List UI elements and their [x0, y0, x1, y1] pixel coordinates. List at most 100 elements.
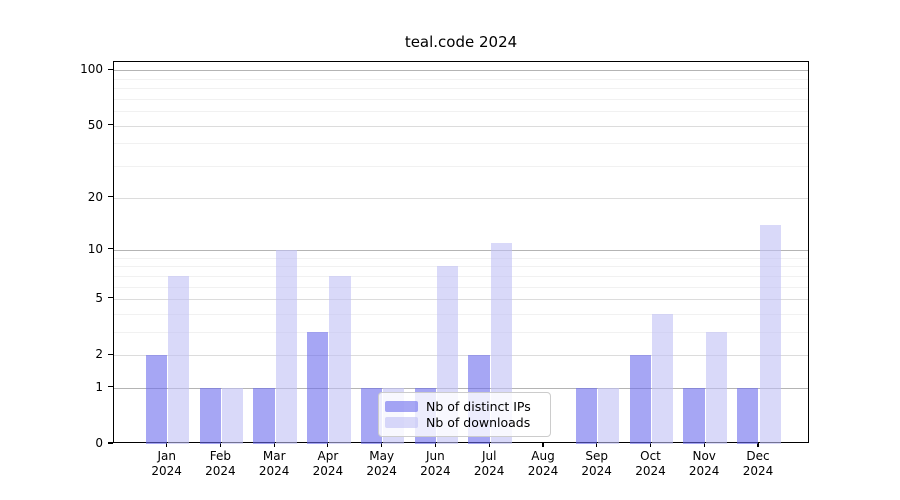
plot-area — [113, 61, 809, 444]
bar-downloads — [705, 331, 727, 444]
x-tick-label-line: Mar — [262, 449, 286, 463]
y-tick-label: 100 — [80, 62, 103, 77]
x-tick-label-line: Jul — [481, 449, 497, 463]
x-tick-label-line: 2024 — [581, 464, 612, 478]
bar-distinct-ips — [575, 387, 598, 444]
x-tick-label: Jun 2024 — [407, 449, 463, 479]
y-tick-label: 10 — [87, 241, 103, 256]
x-tick-label-line: 2024 — [151, 464, 182, 478]
x-axis-tick — [757, 443, 759, 447]
y-axis-tick — [108, 124, 113, 126]
x-tick-label-line: 2024 — [688, 464, 720, 478]
bar-distinct-ips — [737, 387, 759, 444]
x-axis-tick — [703, 443, 705, 447]
gridline-minor — [114, 88, 808, 90]
bar-downloads — [759, 224, 781, 444]
bar-distinct-ips — [360, 387, 383, 444]
chart-title: teal.code 2024 — [404, 33, 518, 51]
x-axis-tick — [649, 443, 652, 447]
gridline-minor — [114, 266, 808, 268]
x-tick-label-line: Sep — [585, 449, 608, 463]
y-axis-tick — [108, 195, 113, 198]
x-tick-label-line: 2024 — [205, 464, 236, 478]
x-axis-tick — [542, 443, 544, 447]
x-tick-label-line: May — [369, 449, 395, 463]
y-tick-label: 1 — [95, 379, 103, 394]
y-axis-tick — [108, 386, 113, 388]
x-tick-label-line: Oct — [640, 449, 661, 463]
x-tick-label: Nov 2024 — [676, 449, 732, 479]
x-tick-label-line: Aug — [531, 449, 555, 463]
x-tick-label-line: 2024 — [635, 464, 666, 478]
x-tick-label-line: Apr — [317, 449, 339, 463]
gridline-minor — [114, 98, 808, 100]
bar-downloads — [168, 275, 190, 444]
y-axis-tick — [108, 297, 113, 299]
y-axis-tick — [108, 353, 113, 355]
bar-distinct-ips — [145, 355, 168, 444]
legend-swatch-downloads-icon — [385, 417, 418, 429]
y-tick-label: 0 — [95, 436, 103, 450]
y-tick-label: 5 — [95, 290, 103, 305]
x-tick-label: Apr 2024 — [300, 449, 356, 479]
x-tick-label: Sep 2024 — [569, 449, 625, 479]
x-tick-label-line: 2024 — [312, 464, 344, 478]
bar-downloads — [329, 275, 351, 444]
gridline-minor — [114, 286, 808, 288]
x-tick-label-line: 2024 — [420, 464, 451, 478]
x-tick-label-line: Jan — [157, 449, 176, 463]
legend-item-downloads: Nb of downloads — [385, 415, 544, 430]
gridline — [114, 298, 808, 300]
bar-downloads — [598, 387, 620, 444]
x-tick-label-line: 2024 — [258, 464, 290, 478]
gridline-minor — [114, 275, 808, 277]
x-tick-label: Oct 2024 — [623, 449, 679, 479]
legend-item-distinct-ips: Nb of distinct IPs — [385, 399, 544, 414]
x-axis-tick — [488, 443, 490, 447]
gridline-minor — [114, 166, 808, 167]
bar-distinct-ips — [307, 331, 329, 444]
y-axis-tick — [108, 248, 113, 250]
gridline — [114, 70, 808, 72]
x-tick-label-line: 2024 — [527, 464, 559, 478]
x-axis-tick — [381, 443, 383, 447]
x-tick-label: Dec 2024 — [730, 449, 786, 479]
x-tick-label: Jan 2024 — [139, 449, 195, 479]
gridline — [114, 387, 808, 389]
legend-label-distinct-ips: Nb of distinct IPs — [426, 398, 531, 414]
bar-distinct-ips — [683, 387, 705, 444]
x-tick-label-line: Jun — [426, 449, 445, 463]
x-tick-label-line: Nov — [692, 449, 716, 463]
x-tick-label: Aug 2024 — [515, 449, 571, 479]
x-tick-label-line: 2024 — [742, 464, 774, 478]
legend: Nb of distinct IPs Nb of downloads — [378, 392, 551, 437]
x-tick-label: Mar 2024 — [246, 449, 302, 479]
bar-distinct-ips — [199, 387, 221, 444]
x-axis-tick — [273, 443, 275, 447]
x-axis-tick — [219, 443, 221, 447]
x-axis-tick — [166, 443, 168, 447]
bar-downloads — [652, 313, 674, 444]
bar-distinct-ips — [629, 355, 651, 444]
x-axis-tick — [327, 443, 329, 447]
x-tick-label-line: Feb — [209, 449, 232, 463]
y-tick-label: 50 — [87, 117, 103, 132]
y-axis-tick — [108, 68, 113, 70]
x-tick-label: Jul 2024 — [461, 449, 517, 479]
legend-swatch-distinct-ips-icon — [385, 400, 418, 412]
x-tick-label-line: Dec — [746, 449, 770, 463]
y-tick-label: 20 — [87, 189, 103, 204]
bar-distinct-ips — [253, 387, 275, 444]
x-axis-tick — [596, 443, 598, 447]
gridline-minor — [114, 143, 808, 145]
gridline-minor — [114, 111, 808, 113]
gridline — [114, 197, 808, 199]
gridline — [114, 355, 808, 357]
x-tick-label: May 2024 — [354, 449, 410, 479]
y-tick-label: 2 — [95, 347, 103, 362]
x-tick-label-line: 2024 — [366, 464, 397, 478]
gridline-minor — [114, 78, 808, 80]
legend-label-downloads: Nb of downloads — [426, 415, 531, 431]
y-axis-tick — [108, 442, 113, 444]
